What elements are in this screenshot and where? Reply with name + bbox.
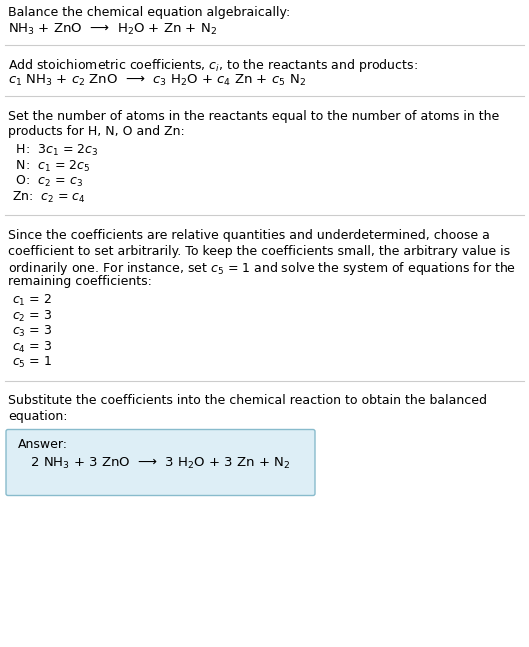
Text: remaining coefficients:: remaining coefficients: (8, 276, 152, 289)
FancyBboxPatch shape (6, 430, 315, 496)
Text: H:  3$c_1$ = 2$c_3$: H: 3$c_1$ = 2$c_3$ (12, 143, 98, 158)
Text: coefficient to set arbitrarily. To keep the coefficients small, the arbitrary va: coefficient to set arbitrarily. To keep … (8, 245, 510, 258)
Text: $c_5$ = 1: $c_5$ = 1 (12, 355, 52, 370)
Text: N:  $c_1$ = 2$c_5$: N: $c_1$ = 2$c_5$ (12, 159, 90, 173)
Text: Since the coefficients are relative quantities and underdetermined, choose a: Since the coefficients are relative quan… (8, 229, 490, 242)
Text: Set the number of atoms in the reactants equal to the number of atoms in the: Set the number of atoms in the reactants… (8, 110, 499, 123)
Text: ordinarily one. For instance, set $c_5$ = 1 and solve the system of equations fo: ordinarily one. For instance, set $c_5$ … (8, 260, 516, 277)
Text: $c_2$ = 3: $c_2$ = 3 (12, 309, 52, 324)
Text: $c_1$ = 2: $c_1$ = 2 (12, 293, 52, 308)
Text: NH$_3$ + ZnO  ⟶  H$_2$O + Zn + N$_2$: NH$_3$ + ZnO ⟶ H$_2$O + Zn + N$_2$ (8, 21, 217, 37)
Text: Zn:  $c_2$ = $c_4$: Zn: $c_2$ = $c_4$ (12, 190, 86, 204)
Text: $c_3$ = 3: $c_3$ = 3 (12, 324, 52, 339)
Text: Substitute the coefficients into the chemical reaction to obtain the balanced: Substitute the coefficients into the che… (8, 395, 487, 408)
Text: Answer:: Answer: (18, 437, 68, 450)
Text: $c_4$ = 3: $c_4$ = 3 (12, 340, 52, 355)
Text: Balance the chemical equation algebraically:: Balance the chemical equation algebraica… (8, 6, 290, 19)
Text: O:  $c_2$ = $c_3$: O: $c_2$ = $c_3$ (12, 174, 83, 189)
Text: equation:: equation: (8, 410, 68, 423)
Text: $c_1$ NH$_3$ + $c_2$ ZnO  ⟶  $c_3$ H$_2$O + $c_4$ Zn + $c_5$ N$_2$: $c_1$ NH$_3$ + $c_2$ ZnO ⟶ $c_3$ H$_2$O … (8, 72, 306, 87)
Text: Add stoichiometric coefficients, $c_i$, to the reactants and products:: Add stoichiometric coefficients, $c_i$, … (8, 57, 418, 74)
Text: 2 NH$_3$ + 3 ZnO  ⟶  3 H$_2$O + 3 Zn + N$_2$: 2 NH$_3$ + 3 ZnO ⟶ 3 H$_2$O + 3 Zn + N$_… (18, 456, 290, 471)
Text: products for H, N, O and Zn:: products for H, N, O and Zn: (8, 126, 185, 138)
